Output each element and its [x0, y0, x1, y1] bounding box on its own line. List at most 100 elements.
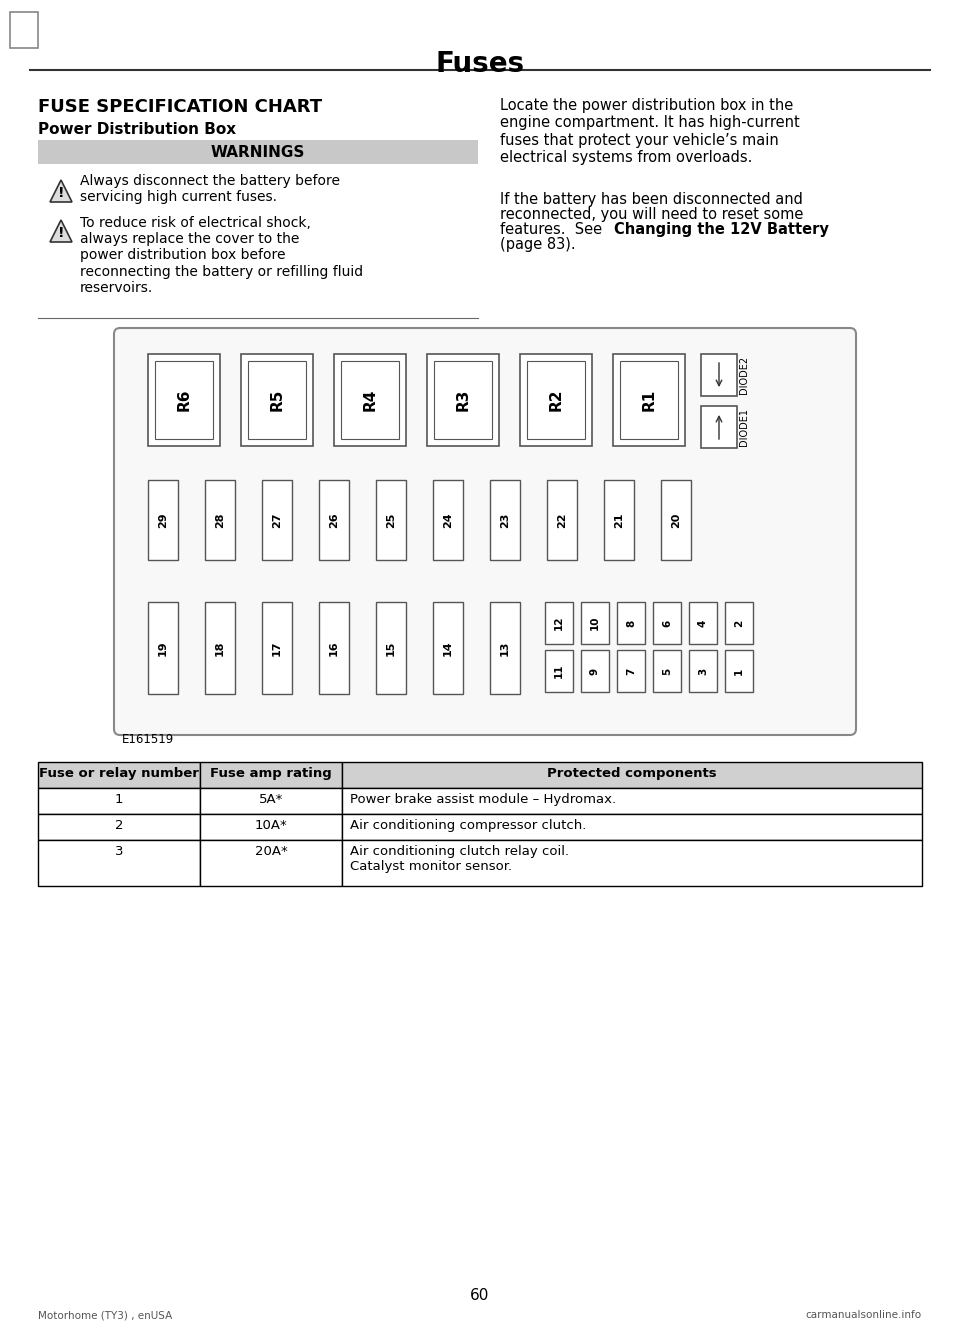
Text: features.  See: features. See [500, 222, 607, 237]
Text: 17: 17 [272, 640, 282, 655]
Text: Fuse or relay number: Fuse or relay number [39, 767, 199, 779]
Bar [205, 602, 235, 694]
Text: 29: 29 [158, 512, 168, 528]
Text: 7: 7 [626, 667, 636, 675]
Bar [38, 787, 200, 814]
Text: 20A*: 20A* [254, 845, 287, 858]
Text: Power Distribution Box: Power Distribution Box [38, 122, 236, 136]
Bar [38, 814, 200, 840]
Text: 11: 11 [554, 663, 564, 678]
Bar [545, 602, 573, 644]
Bar [547, 480, 577, 560]
Bar [434, 361, 492, 439]
Text: 20: 20 [671, 512, 681, 528]
Text: 6: 6 [662, 619, 672, 627]
Text: 1: 1 [115, 793, 123, 806]
Text: 21: 21 [614, 512, 624, 528]
Text: 3: 3 [115, 845, 123, 858]
Bar [725, 650, 753, 693]
Text: 28: 28 [215, 512, 225, 528]
Text: 24: 24 [443, 512, 453, 528]
Bar [617, 650, 645, 693]
Text: !: ! [58, 226, 64, 241]
Bar [490, 602, 520, 694]
Bar [200, 840, 342, 886]
Bar [520, 354, 592, 447]
Polygon shape [50, 221, 72, 242]
Bar [200, 814, 342, 840]
Text: 1: 1 [734, 667, 744, 675]
Bar [433, 480, 463, 560]
Text: R1: R1 [641, 389, 657, 410]
Text: R2: R2 [548, 389, 564, 412]
Text: 18: 18 [215, 640, 225, 655]
Text: WARNINGS: WARNINGS [211, 144, 305, 160]
Text: 12: 12 [554, 616, 564, 630]
Text: 4: 4 [698, 619, 708, 627]
Text: Power brake assist module – Hydromax.: Power brake assist module – Hydromax. [350, 793, 616, 806]
Text: Fuses: Fuses [436, 49, 524, 78]
Text: carmanualsonline.info: carmanualsonline.info [805, 1310, 922, 1320]
Text: 60: 60 [470, 1288, 490, 1304]
Text: Fuse amp rating: Fuse amp rating [210, 767, 332, 779]
Bar [148, 480, 178, 560]
Bar [341, 361, 399, 439]
Bar [620, 361, 678, 439]
Text: 19: 19 [158, 640, 168, 656]
Text: FUSE SPECIFICATION CHART: FUSE SPECIFICATION CHART [38, 98, 323, 116]
Text: R4: R4 [363, 389, 377, 412]
Bar [248, 361, 306, 439]
Bar [689, 650, 717, 693]
Text: Changing the 12V Battery: Changing the 12V Battery [614, 222, 828, 237]
Bar [38, 140, 478, 164]
Bar [427, 354, 499, 447]
Text: 14: 14 [443, 640, 453, 656]
Text: DIODE2: DIODE2 [739, 356, 749, 394]
Bar [545, 650, 573, 693]
Text: E161519: E161519 [122, 733, 175, 746]
Text: If the battery has been disconnected and: If the battery has been disconnected and [500, 193, 803, 207]
Text: 5A*: 5A* [259, 793, 283, 806]
Bar [376, 480, 406, 560]
Bar [689, 602, 717, 644]
Bar [490, 480, 520, 560]
Bar [527, 361, 585, 439]
Bar [38, 840, 200, 886]
Text: 10A*: 10A* [254, 820, 287, 832]
Text: Air conditioning clutch relay coil.
Catalyst monitor sensor.: Air conditioning clutch relay coil. Cata… [350, 845, 569, 873]
Text: Locate the power distribution box in the
engine compartment. It has high-current: Locate the power distribution box in the… [500, 98, 800, 166]
Bar [376, 602, 406, 694]
Text: 13: 13 [500, 640, 510, 655]
Text: 26: 26 [329, 512, 339, 528]
Text: reconnected, you will need to reset some: reconnected, you will need to reset some [500, 207, 804, 222]
Bar [613, 354, 685, 447]
Bar [617, 602, 645, 644]
Bar [38, 762, 200, 787]
Text: To reduce risk of electrical shock,
always replace the cover to the
power distri: To reduce risk of electrical shock, alwa… [80, 217, 363, 294]
Bar [604, 480, 634, 560]
Bar [205, 480, 235, 560]
Text: Air conditioning compressor clutch.: Air conditioning compressor clutch. [350, 820, 587, 832]
Bar [148, 602, 178, 694]
Bar [701, 406, 737, 448]
Bar [319, 480, 349, 560]
Text: R6: R6 [177, 389, 191, 412]
Text: DIODE1: DIODE1 [739, 408, 749, 447]
Bar [10, 12, 38, 48]
Text: 22: 22 [557, 512, 567, 528]
Bar [155, 361, 213, 439]
Bar [334, 354, 406, 447]
Bar [342, 787, 922, 814]
Bar [262, 602, 292, 694]
Text: 8: 8 [626, 619, 636, 627]
Bar [725, 602, 753, 644]
Bar [653, 602, 681, 644]
Text: 23: 23 [500, 512, 510, 528]
Bar [148, 354, 220, 447]
Text: 16: 16 [329, 640, 339, 656]
Text: R3: R3 [455, 389, 470, 412]
Text: Protected components: Protected components [547, 767, 717, 779]
Polygon shape [50, 180, 72, 202]
Bar [581, 650, 609, 693]
Text: (page 83).: (page 83). [500, 237, 576, 251]
